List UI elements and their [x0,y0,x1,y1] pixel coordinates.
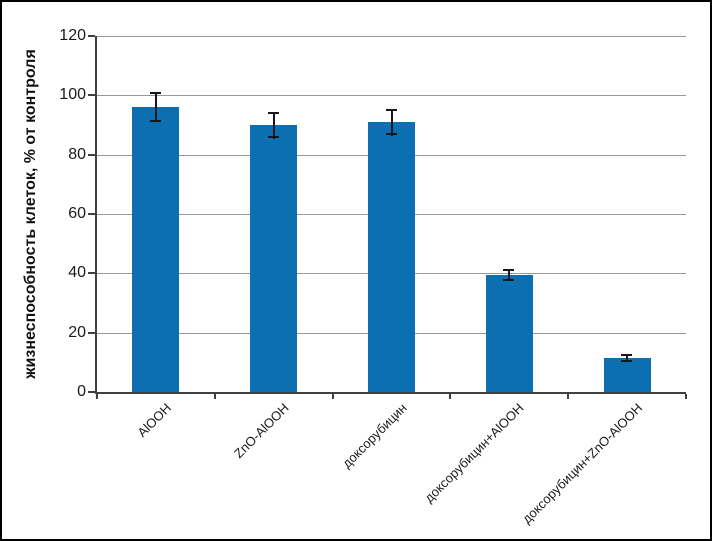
y-tick [88,154,95,156]
error-bar [626,354,628,362]
error-bar-cap-top [621,354,632,356]
error-bar-cap-bottom [503,279,514,281]
error-bar-cap-top [503,269,514,271]
bar [368,122,415,392]
y-tick [88,391,95,393]
x-category-label: доксорубицин+AlOOH [421,400,527,506]
x-tick [685,394,687,399]
y-tick-label: 60 [68,205,86,222]
error-bar-cap-bottom [386,133,397,135]
error-bar-cap-top [386,109,397,111]
bar [604,358,651,392]
gridline [97,36,686,37]
x-category-label: AlOOH [134,400,174,441]
x-category-label: ZnO-AlOOH [231,400,292,461]
y-axis-title: жизнеспособность клеток, % от контроля [22,49,39,379]
y-tick-label: 20 [68,324,86,341]
gridline [97,95,686,96]
x-axis-line [95,392,686,394]
y-tick-label: 120 [59,27,86,44]
x-category-label: доксорубицин+ZnO-AlOOH [518,400,645,527]
y-tick [88,94,95,96]
x-tick [567,394,569,399]
y-tick-label: 0 [77,383,86,400]
y-tick [88,332,95,334]
x-tick [332,394,334,399]
error-bar-cap-bottom [621,360,632,362]
error-bar [273,112,275,139]
error-bar-cap-top [150,92,161,94]
error-bar-cap-top [268,112,279,114]
bar [132,107,179,392]
y-tick [88,35,95,37]
y-axis-line [95,36,97,394]
error-bar-cap-bottom [150,120,161,122]
x-category-label: доксорубицин [339,400,410,471]
y-tick-label: 40 [68,264,86,281]
error-bar-cap-bottom [268,136,279,138]
y-tick-label: 100 [59,86,86,103]
error-bar [391,109,393,136]
y-tick [88,272,95,274]
y-tick [88,213,95,215]
error-bar [508,269,510,281]
x-tick [449,394,451,399]
x-tick [96,394,98,399]
y-tick-label: 80 [68,146,86,163]
bar [250,125,297,392]
bar [486,275,533,392]
error-bar [155,92,157,122]
x-tick [214,394,216,399]
